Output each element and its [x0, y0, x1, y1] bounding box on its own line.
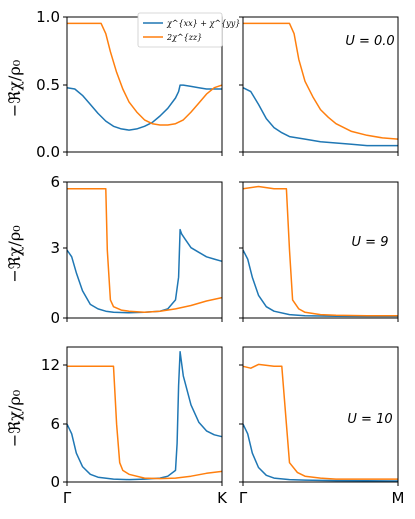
u-annotation-r2: U = 10 [347, 412, 392, 427]
ytick-label-r0-2: 1.0 [36, 8, 60, 26]
series-line-r0-p1-s0 [242, 87, 398, 147]
ytick-label-r2-2: 12 [41, 356, 60, 374]
ytick-label-r2-0: 0 [50, 473, 60, 491]
u-annotation-r1: U = 9 [352, 235, 389, 250]
legend-label-1: 2χ^{zz} [166, 33, 202, 42]
series-line-r0-p1-s1 [243, 22, 399, 140]
y-axis-label-r1: −ℜχ/ρ₀ [5, 225, 24, 282]
panel-frame-r2-p1 [242, 346, 399, 483]
ytick-label-r2-1: 6 [50, 415, 60, 433]
legend-label-0: χ^{xx} + χ^{yy} [166, 19, 240, 28]
ytick-label-r1-1: 3 [50, 239, 60, 257]
ytick-label-r1-0: 0 [50, 309, 60, 327]
y-axis-label-r0: −ℜχ/ρ₀ [5, 60, 24, 117]
series-line-r2-p1-s0 [242, 423, 399, 482]
ytick-label-r0-0: 0.0 [36, 143, 60, 161]
series-line-r2-p0-s0 [66, 351, 223, 481]
legend: χ^{xx} + χ^{yy} 2χ^{zz} [137, 12, 240, 48]
series-line-r1-p1-s1 [242, 185, 398, 317]
series-line-r0-p0-s0 [66, 84, 222, 131]
xtick-label-right-start: Γ [239, 489, 248, 507]
series-line-r1-p0-s1 [67, 188, 223, 314]
xtick-label-right-end: M [392, 489, 405, 507]
series-line-r2-p1-s1 [242, 363, 398, 480]
panel-frame-r1-p0 [66, 181, 223, 319]
series-line-r1-p0-s0 [66, 228, 223, 314]
u-annotation-r0: U = 0.0 [345, 34, 394, 49]
panel-frame-r1-p1 [242, 181, 399, 319]
series-line-r2-p0-s1 [67, 365, 223, 480]
ytick-label-r1-2: 6 [50, 173, 60, 191]
panel-frame-r2-p0 [66, 346, 223, 483]
series-line-r1-p1-s0 [242, 249, 398, 318]
xtick-label-left-start: Γ [63, 489, 72, 507]
series-line-r0-p0-s1 [67, 22, 223, 126]
ytick-label-r0-1: 0.5 [36, 76, 60, 94]
legend-box [137, 12, 223, 48]
xtick-label-left-end: K [217, 489, 228, 507]
y-axis-label-r2: −ℜχ/ρ₀ [5, 390, 24, 447]
